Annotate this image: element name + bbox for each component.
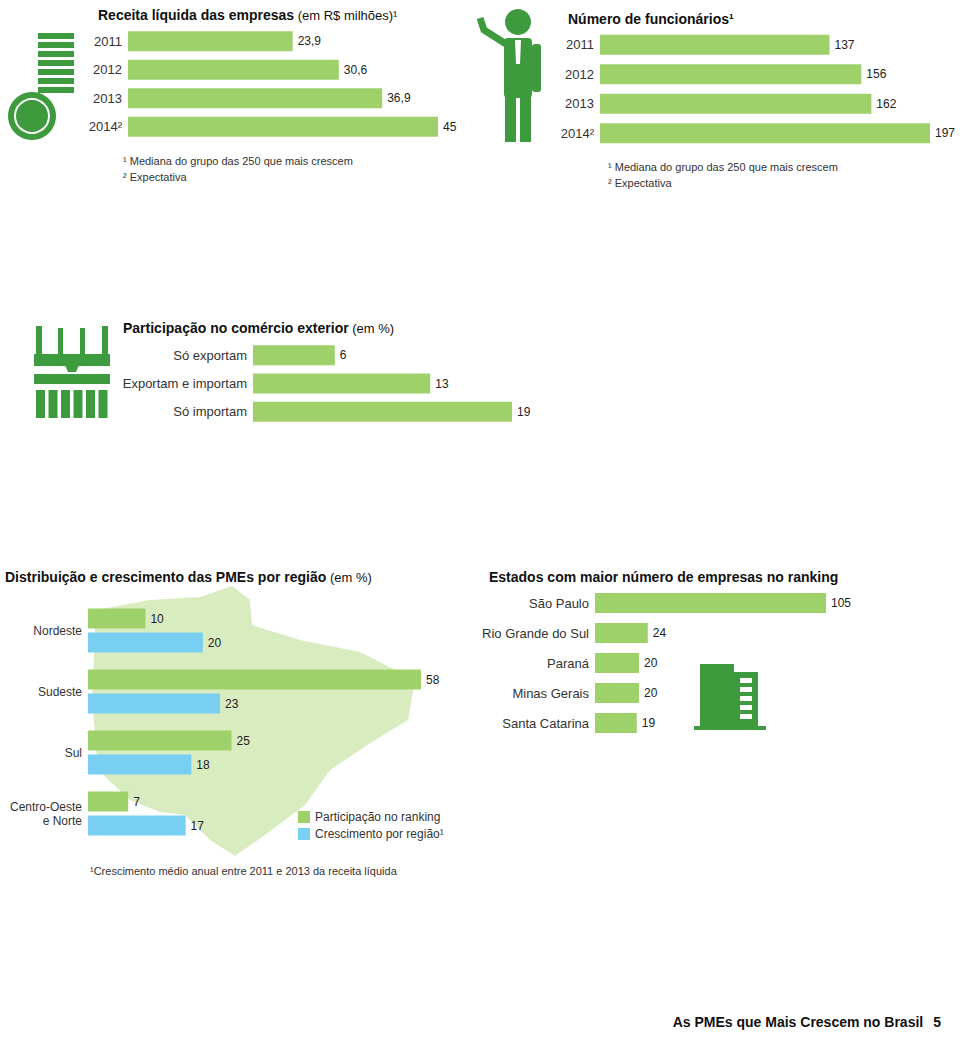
svg-text:Só importam: Só importam [173,404,247,419]
svg-text:Santa Catarina: Santa Catarina [502,716,589,731]
svg-text:25: 25 [237,734,251,748]
svg-text:(em R$ milhões)¹: (em R$ milhões)¹ [294,8,398,23]
svg-text:2012: 2012 [565,67,594,82]
svg-text:24: 24 [653,626,667,640]
svg-text:19: 19 [642,716,656,730]
svg-text:17: 17 [191,819,205,833]
svg-text:2011: 2011 [94,34,122,49]
svg-text:Paraná: Paraná [547,656,590,671]
svg-text:23: 23 [225,697,239,711]
svg-text:197: 197 [935,126,955,140]
svg-text:36,9: 36,9 [387,91,411,105]
svg-text:As PMEs que Mais Crescem no Br: As PMEs que Mais Crescem no Brasil [673,1014,924,1030]
svg-text:162: 162 [876,97,896,111]
svg-text:5: 5 [933,1014,941,1030]
svg-text:10: 10 [150,612,164,626]
svg-text:20: 20 [208,636,222,650]
svg-text:e Norte: e Norte [43,814,83,828]
svg-text:² Expectativa: ² Expectativa [608,177,672,189]
svg-text:Rio Grande do Sul: Rio Grande do Sul [482,626,589,641]
svg-text:Estados com maior número de em: Estados com maior número de empresas no … [489,569,838,585]
svg-text:Sul: Sul [65,746,82,760]
svg-text:105: 105 [831,596,851,610]
svg-text:(em %): (em %) [349,321,395,336]
svg-text:23,9: 23,9 [298,34,322,48]
svg-text:Participação no comércio exter: Participação no comércio exterior [123,320,349,336]
svg-text:7: 7 [133,795,140,809]
svg-text:2011: 2011 [566,37,594,52]
svg-text:¹ Mediana do grupo das 250 que: ¹ Mediana do grupo das 250 que mais cres… [608,161,838,173]
svg-text:2012: 2012 [93,62,122,77]
svg-text:45: 45 [443,120,457,134]
svg-text:2013: 2013 [565,96,594,111]
svg-text:19: 19 [517,405,531,419]
svg-text:58: 58 [426,673,440,687]
svg-text:20: 20 [644,656,658,670]
svg-text:6: 6 [340,348,347,362]
svg-text:² Expectativa: ² Expectativa [123,171,187,183]
svg-text:Distribuição e crescimento das: Distribuição e crescimento das PMEs por … [5,569,326,585]
svg-text:São Paulo: São Paulo [529,596,589,611]
svg-text:(em %): (em %) [326,570,372,585]
svg-text:156: 156 [866,67,886,81]
svg-text:137: 137 [834,38,854,52]
svg-text:20: 20 [644,686,658,700]
svg-text:¹ Mediana do grupo das 250 que: ¹ Mediana do grupo das 250 que mais cres… [123,155,353,167]
svg-text:Minas Gerais: Minas Gerais [512,686,589,701]
svg-text:2013: 2013 [93,91,122,106]
svg-text:30,6: 30,6 [344,63,368,77]
svg-text:Nordeste: Nordeste [33,624,82,638]
svg-text:Receita líquida das empresas: Receita líquida das empresas [98,7,294,23]
svg-text:18: 18 [196,758,210,772]
svg-text:Número de funcionários¹: Número de funcionários¹ [568,11,734,27]
svg-text:Crescimento por região¹: Crescimento por região¹ [315,827,444,841]
svg-text:¹Crescimento médio anual entre: ¹Crescimento médio anual entre 2011 e 20… [90,865,398,877]
svg-text:Sudeste: Sudeste [38,685,82,699]
svg-text:Centro-Oeste: Centro-Oeste [10,800,82,814]
svg-text:13: 13 [435,377,449,391]
svg-text:Participação no ranking: Participação no ranking [315,810,440,824]
svg-text:2014²: 2014² [561,126,595,141]
svg-text:Exportam e importam: Exportam e importam [123,376,247,391]
svg-text:Só exportam: Só exportam [173,348,247,363]
svg-text:2014²: 2014² [89,119,123,134]
